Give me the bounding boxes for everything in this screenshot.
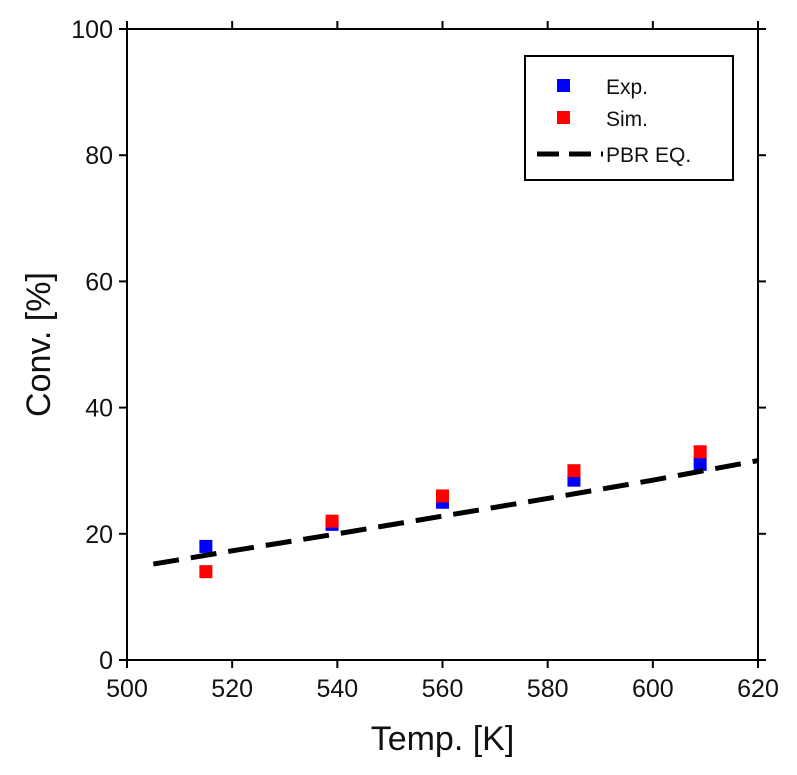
y-tick-label: 40 [85,395,113,423]
data-point-exp [693,457,707,471]
y-axis-title: Conv. [%] [20,272,58,417]
x-tick-label: 620 [737,675,779,703]
data-point-exp [199,539,213,553]
x-tick-label: 600 [632,675,674,703]
data-point-sim [325,514,339,528]
y-tick-label: 80 [85,142,113,170]
x-tick-label: 500 [106,675,148,703]
x-axis: 500 520 540 560 580 600 620 [106,21,779,703]
legend-marker-sim [557,111,570,124]
legend: Exp. Sim. PBR EQ. [524,55,734,181]
legend-marker-exp [557,79,570,92]
data-point-sim [199,565,213,579]
y-tick-label: 20 [85,521,113,549]
y-tick-label: 60 [85,268,113,296]
y-tick-label: 100 [71,16,113,44]
series-line-pbr-eq [152,458,759,567]
data-point-sim [693,445,707,459]
legend-label-sim: Sim. [606,108,648,131]
x-tick-label: 540 [316,675,358,703]
x-axis-title: Temp. [K] [371,720,515,758]
data-point-sim [436,489,449,503]
x-tick-label: 520 [211,675,253,703]
series-layer [152,445,759,579]
y-axis: 0 20 40 60 80 100 [71,16,766,675]
y-tick-label: 0 [99,647,113,675]
legend-label-exp: Exp. [606,76,648,99]
x-tick-label: 560 [422,675,464,703]
x-tick-label: 580 [527,675,569,703]
data-point-sim [567,464,581,478]
legend-label-pbr-eq: PBR EQ. [606,144,691,167]
